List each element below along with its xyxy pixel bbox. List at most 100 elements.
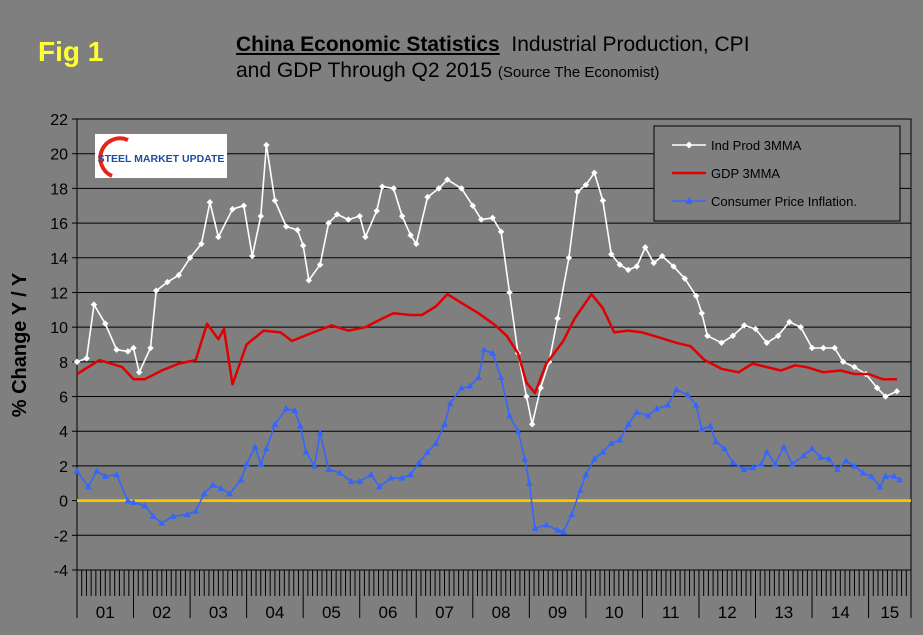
ind-prod-point: [113, 346, 120, 353]
y-axis-label: % Change Y / Y: [9, 272, 31, 417]
x-axis: 01 02 03 04 05 06 07 08 09 10 11 12 13 14 15: [76, 570, 912, 622]
legend-marker-ind-prod: [685, 141, 693, 149]
x-tick-label: 05: [322, 603, 341, 622]
ind-prod-point: [591, 169, 598, 176]
cpi-point: [441, 420, 448, 427]
cpi-point: [800, 451, 807, 459]
ind-prod-point: [729, 332, 737, 340]
ind-prod-point: [102, 320, 109, 327]
cpi-point: [788, 460, 796, 467]
cpi-point: [415, 458, 423, 466]
ind-prod-point: [73, 358, 81, 366]
cpi-point: [325, 465, 333, 472]
ind-prod-point: [882, 393, 889, 400]
ind-prod-point: [582, 181, 590, 189]
cpi-point: [376, 483, 383, 490]
ind-prod-point: [469, 202, 476, 209]
x-tick-label: 13: [774, 603, 793, 622]
cpi-point: [706, 422, 714, 429]
ind-prod-point: [135, 369, 143, 376]
ind-prod-point: [164, 278, 171, 286]
cpi-point: [576, 486, 584, 493]
ind-prod-point: [797, 323, 804, 331]
y-tick-label: 20: [50, 147, 68, 164]
cpi-point: [531, 524, 539, 531]
cpi-point: [780, 443, 788, 450]
cpi-point: [302, 448, 310, 455]
chart-title-subject: Industrial Production, CPI: [511, 33, 750, 56]
y-axis: -4 -2 0 2 4 6 8 10 12 14 16 18 20 22: [50, 112, 77, 580]
cpi-point: [347, 477, 355, 485]
cpi-point: [466, 382, 474, 389]
cpi-point: [282, 405, 290, 412]
ind-prod-point: [574, 188, 581, 196]
logo-background: [95, 134, 227, 178]
ind-prod-point: [786, 318, 793, 326]
cpi-point: [209, 481, 217, 488]
ind-prod-point: [83, 355, 90, 362]
cpi-point: [590, 455, 598, 462]
y-tick-label: 14: [50, 251, 68, 268]
cpi-point: [633, 408, 641, 415]
cpi-point: [817, 453, 824, 460]
ind-prod-point: [345, 216, 352, 223]
cpi-series: [73, 346, 904, 535]
x-tick-label: 07: [435, 603, 454, 622]
ind-prod-point: [130, 344, 137, 352]
x-tick-label: 02: [152, 603, 171, 622]
ind-prod-point: [808, 344, 816, 352]
ind-prod-point: [633, 263, 640, 270]
ind-prod-point: [599, 197, 607, 204]
cpi-point: [497, 373, 505, 381]
cpi-point: [624, 420, 632, 427]
cpi-point: [458, 384, 465, 391]
cpi-point: [158, 519, 166, 526]
cpi-point: [296, 422, 304, 429]
y-tick-label: 6: [59, 390, 68, 407]
x-tick-label: 12: [718, 603, 737, 622]
cpi-point: [192, 507, 200, 514]
cpi-point: [251, 443, 259, 450]
cpi-point: [692, 401, 700, 408]
x-tick-label: 08: [492, 603, 511, 622]
cpi-point: [698, 425, 706, 433]
y-tick-label: 10: [50, 320, 68, 337]
ind-prod-point: [554, 315, 561, 322]
cpi-point: [607, 439, 615, 446]
y-tick-label: 0: [59, 494, 68, 511]
cpi-point: [316, 429, 324, 436]
cpi-point: [311, 462, 318, 469]
y-tick-label: -2: [54, 528, 68, 545]
y-tick-label: 4: [59, 424, 68, 441]
cpi-point: [356, 477, 364, 485]
ind-prod-point: [435, 185, 443, 192]
cpi-point: [882, 472, 889, 479]
legend-label-cpi: Consumer Price Inflation.: [711, 194, 857, 209]
cpi-point: [113, 470, 120, 478]
cpi-point: [243, 460, 251, 467]
ind-prod-point: [458, 185, 465, 192]
ind-prod-point: [608, 251, 615, 258]
ind-prod-point: [565, 254, 573, 261]
cpi-point: [771, 460, 779, 467]
cpi-point: [124, 497, 132, 504]
ind-prod-point: [229, 206, 236, 213]
cpi-point: [808, 444, 816, 452]
chart-title-line2: and GDP Through Q2 2015: [236, 59, 493, 82]
ind-prod-point: [478, 216, 485, 223]
ind-prod-point: [215, 233, 222, 241]
cpi-point: [842, 457, 850, 464]
ind-prod-point: [752, 325, 759, 333]
ind-prod-point: [489, 214, 496, 222]
cpi-point: [480, 346, 488, 353]
cpi-point: [525, 479, 533, 486]
cpi-point: [896, 476, 904, 483]
cpi-point: [521, 455, 529, 462]
ind-prod-point: [528, 421, 536, 428]
cpi-point: [73, 467, 81, 474]
ind-prod-point: [257, 212, 264, 220]
cpi-point: [217, 484, 225, 492]
cpi-point: [757, 460, 765, 467]
